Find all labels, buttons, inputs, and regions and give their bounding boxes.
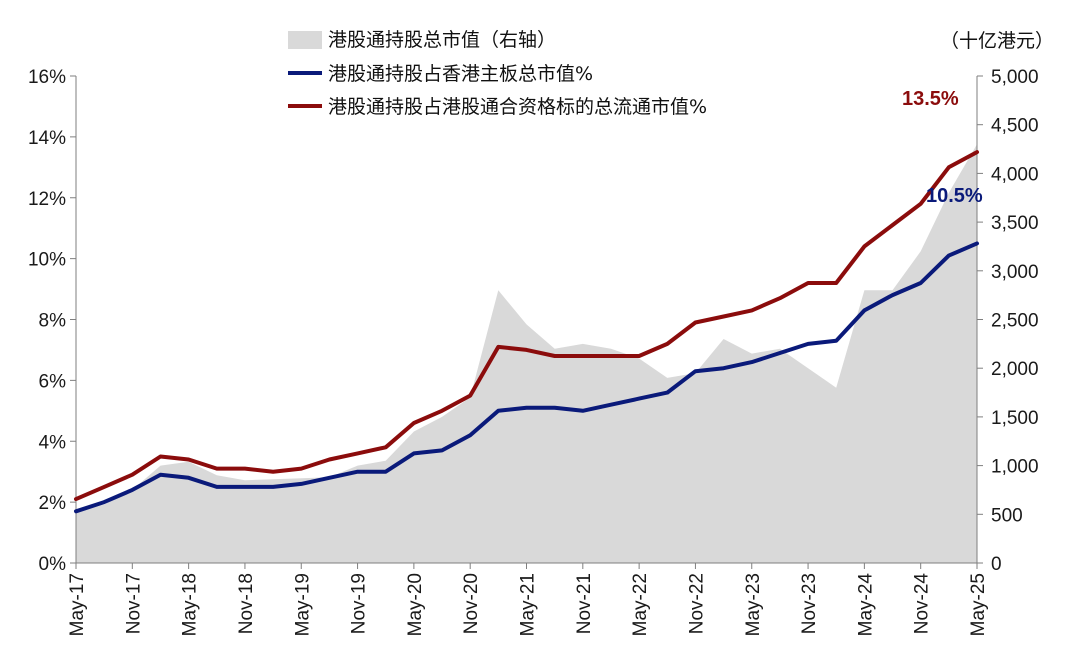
- x-tick-label: Nov-18: [236, 573, 257, 634]
- left-tick-label: 12%: [28, 189, 66, 210]
- line-series-mainboard-share: [74, 241, 979, 514]
- x-tick-label: May-20: [405, 573, 426, 636]
- x-tick-label: May-21: [518, 573, 539, 636]
- x-tick-label: Nov-17: [123, 573, 144, 634]
- legend: 港股通持股总市值（右轴） 港股通持股占香港主板总市值% 港股通持股占港股通合资格…: [288, 29, 707, 118]
- x-tick-label: Nov-19: [349, 573, 370, 634]
- right-tick-label: 3,500: [991, 213, 1039, 234]
- tick-layer: 0% 2% 4% 6% 8% 10% 12% 14% 16% 0 500 1,000 1,500 2,00…: [28, 67, 1039, 636]
- right-tick-label: 1,500: [991, 408, 1039, 429]
- right-tick-label: 4,000: [991, 164, 1039, 185]
- left-tick-label: 16%: [28, 67, 66, 88]
- x-tick-label: Nov-20: [461, 573, 482, 634]
- axis-layer: [70, 75, 983, 569]
- left-tick-label: 14%: [28, 128, 66, 149]
- area-layer: [76, 144, 977, 563]
- right-tick-label: 0: [991, 554, 1002, 575]
- x-tick-label: Nov-24: [912, 573, 933, 635]
- right-tick-label: 5,000: [991, 67, 1039, 88]
- left-tick-label: 8%: [39, 311, 67, 332]
- x-tick-label: May-22: [630, 573, 651, 636]
- x-tick-label: May-23: [743, 573, 764, 636]
- right-axis-unit: （十亿港元）: [940, 30, 1054, 52]
- x-tick-label: May-18: [180, 573, 201, 636]
- x-tick-label: Nov-21: [574, 573, 595, 634]
- annotation-red: 13.5%: [902, 88, 959, 110]
- legend-swatch-area: [288, 31, 322, 49]
- x-tick-label: Nov-23: [799, 573, 820, 634]
- right-tick-label: 2,000: [991, 359, 1039, 380]
- line-series-eligible-share: [74, 150, 979, 502]
- left-tick-label: 10%: [28, 250, 66, 271]
- left-tick-label: 2%: [39, 493, 67, 514]
- x-tick-label: May-19: [292, 573, 313, 636]
- right-tick-label: 1,000: [991, 457, 1039, 478]
- left-tick-label: 0%: [39, 554, 67, 575]
- x-tick-label: Nov-22: [686, 573, 707, 634]
- right-tick-label: 2,500: [991, 311, 1039, 332]
- legend-label-red: 港股通持股占港股通合资格标的总流通市值%: [328, 96, 707, 118]
- right-tick-label: 500: [991, 505, 1023, 526]
- left-tick-label: 6%: [39, 371, 67, 392]
- right-tick-label: 4,500: [991, 116, 1039, 137]
- x-tick-label: May-25: [968, 573, 989, 636]
- legend-label-area: 港股通持股总市值（右轴）: [328, 29, 556, 51]
- line-layer: [74, 150, 979, 514]
- x-tick-label: May-24: [855, 573, 876, 637]
- right-tick-label: 3,000: [991, 262, 1039, 283]
- legend-label-blue: 港股通持股占香港主板总市值%: [328, 63, 593, 85]
- x-tick-label: May-17: [67, 573, 88, 636]
- left-tick-label: 4%: [39, 432, 67, 453]
- annotation-blue: 10.5%: [926, 185, 983, 207]
- area-series-market-cap: [76, 144, 977, 563]
